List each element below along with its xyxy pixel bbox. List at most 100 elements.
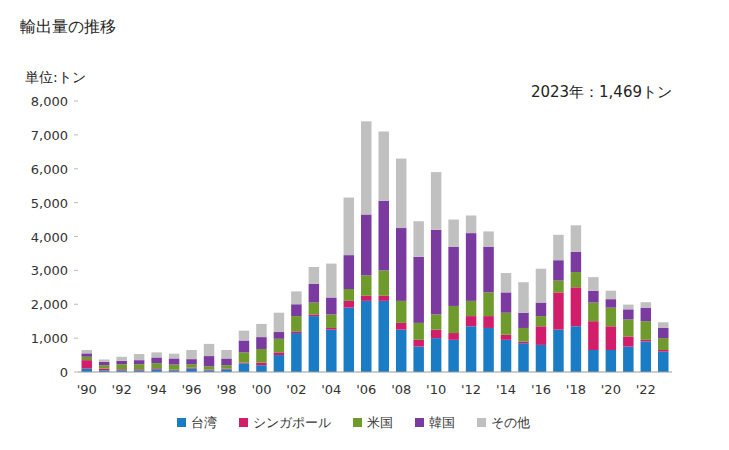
y-tick-label: 4,000 <box>31 230 68 245</box>
bar-segment <box>309 314 319 316</box>
bar-segment <box>291 333 301 372</box>
bar-segment <box>658 338 668 350</box>
bar-segment <box>256 349 266 363</box>
bar-segment <box>151 368 161 369</box>
bar-segment <box>448 333 458 340</box>
bar-segment <box>134 354 144 360</box>
y-tick <box>74 338 78 339</box>
legend-label: 韓国 <box>429 415 455 430</box>
y-tick-label: 6,000 <box>31 162 68 177</box>
bar-segment <box>309 316 319 372</box>
bar-segment <box>588 321 598 350</box>
bar-segment <box>431 338 441 372</box>
bar-segment <box>291 304 301 316</box>
bar-segment <box>501 313 511 335</box>
y-tick <box>74 168 78 169</box>
x-tick-label: '22 <box>636 382 656 397</box>
legend-swatch <box>477 418 486 427</box>
bar-segment <box>186 368 196 369</box>
bar-segment <box>448 340 458 372</box>
bar-segment <box>606 308 616 327</box>
bar-segment <box>571 225 581 251</box>
bar-segment <box>658 350 668 352</box>
bar-segment <box>431 172 441 230</box>
bar-segment <box>256 363 266 366</box>
bar-segment <box>134 369 144 370</box>
bar-segment <box>536 269 546 303</box>
bar-segment <box>431 230 441 315</box>
bar-segment <box>501 273 511 292</box>
bar-segment <box>501 340 511 372</box>
bar-segment <box>448 306 458 333</box>
bar-segment <box>483 292 493 316</box>
bar-segment <box>361 296 371 301</box>
bar-segment <box>553 235 563 260</box>
x-tick-label: '14 <box>496 382 516 397</box>
bar-segment <box>413 221 423 257</box>
bar-segment <box>413 340 423 347</box>
bar-segment <box>641 342 651 372</box>
bar-segment <box>274 352 284 355</box>
bar-segment <box>658 328 668 338</box>
y-tick-label: 5,000 <box>31 196 68 211</box>
bar-segment <box>553 330 563 372</box>
bar-segment <box>448 247 458 306</box>
bar-segment <box>186 350 196 359</box>
bar-segment <box>344 308 354 372</box>
bar-segment <box>431 330 441 338</box>
bar-segment <box>291 331 301 333</box>
bar-segment <box>239 364 249 372</box>
bar-segment <box>309 303 319 315</box>
bar-segment <box>239 352 249 362</box>
bar-segment <box>99 365 109 368</box>
x-tick-label: '20 <box>601 382 621 397</box>
y-tick-label: 0 <box>60 365 68 380</box>
y-axis-label: 単位:トン <box>25 69 86 85</box>
bar-segment <box>588 350 598 372</box>
x-tick-label: '98 <box>216 382 236 397</box>
x-tick-label: '00 <box>251 382 271 397</box>
bar-segment <box>204 356 214 366</box>
bar-segment <box>396 323 406 330</box>
x-tick-label: '94 <box>147 382 167 397</box>
bar-segment <box>186 364 196 367</box>
legend-swatch <box>353 418 362 427</box>
bar-segment <box>99 359 109 361</box>
y-tick-label: 1,000 <box>31 331 68 346</box>
bar-segment <box>361 301 371 372</box>
bar-segment <box>326 314 336 328</box>
bar-segment <box>116 357 126 361</box>
bar-segment <box>396 159 406 228</box>
bar-segment <box>256 337 266 349</box>
bar-segment <box>501 335 511 340</box>
legend-label: シンガポール <box>253 415 331 430</box>
y-tick-label: 8,000 <box>31 94 68 109</box>
y-tick <box>74 134 78 135</box>
bar-segment <box>641 340 651 342</box>
bar-segment <box>536 326 546 345</box>
bar-segment <box>169 358 179 364</box>
bar-segment <box>518 282 528 312</box>
bar-segment <box>413 323 423 340</box>
bar-segment <box>641 308 651 322</box>
bar-segment <box>256 324 266 337</box>
bar-segment <box>396 330 406 372</box>
bar-segment <box>169 365 179 370</box>
bar-segment <box>483 328 493 372</box>
bar-segment <box>344 198 354 256</box>
bar-segment <box>623 347 633 372</box>
bar-segment <box>606 291 616 299</box>
bar-segment <box>623 309 633 319</box>
bar-segment <box>309 284 319 303</box>
bar-segment <box>169 354 179 359</box>
bar-segment <box>466 215 476 233</box>
x-tick-label: '02 <box>286 382 306 397</box>
y-tick <box>74 270 78 271</box>
bar-segment <box>518 328 528 342</box>
y-tick-label: 2,000 <box>31 297 68 312</box>
bar-segment <box>571 287 581 326</box>
bar-segment <box>186 369 196 372</box>
bar-segment <box>501 292 511 312</box>
bar-segment <box>606 350 616 372</box>
bar-segment <box>536 345 546 372</box>
